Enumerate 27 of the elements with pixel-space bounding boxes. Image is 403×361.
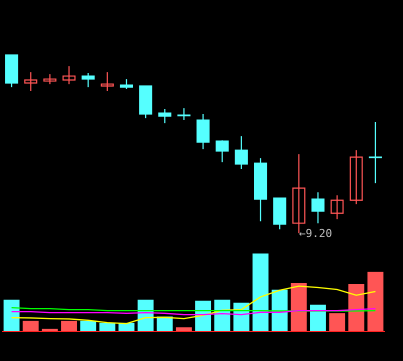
candlestick	[254, 158, 268, 222]
candlestick	[196, 113, 210, 150]
candlestick	[62, 65, 76, 85]
candlestick	[330, 194, 344, 220]
annotation: ←9.20	[299, 227, 332, 240]
candlestick	[234, 135, 248, 170]
candlestick	[5, 54, 18, 88]
candlestick	[311, 192, 325, 224]
bar	[4, 300, 20, 332]
bar	[290, 283, 307, 332]
candlestick	[368, 121, 382, 184]
bar	[176, 327, 192, 332]
bar	[367, 272, 384, 332]
candlestick	[139, 85, 152, 119]
candlestick	[350, 150, 363, 205]
bar	[22, 320, 39, 332]
candlestick	[216, 140, 229, 163]
bar	[118, 322, 134, 332]
bar	[99, 322, 116, 332]
bar	[272, 290, 288, 332]
bar	[252, 254, 268, 332]
bar	[61, 320, 77, 332]
bar	[329, 313, 346, 332]
candlestick	[43, 74, 56, 85]
bar	[80, 320, 96, 332]
bar	[310, 304, 326, 332]
candlestick	[120, 78, 134, 90]
